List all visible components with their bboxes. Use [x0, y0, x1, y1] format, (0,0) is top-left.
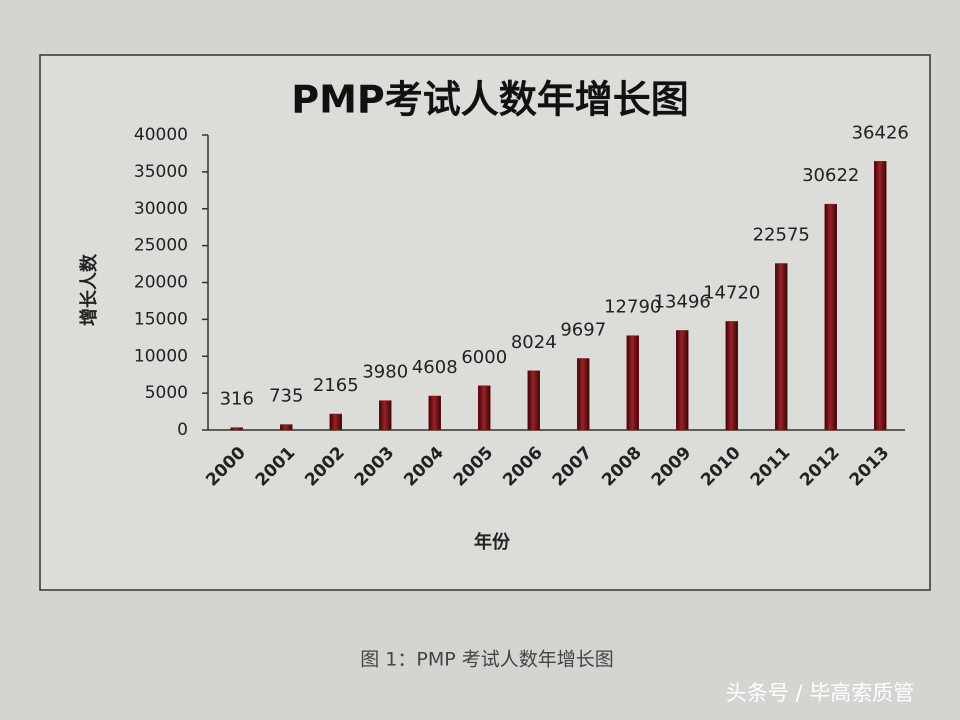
y-axis-label: 增长人数: [78, 253, 100, 326]
data-label: 12790: [604, 297, 661, 318]
data-label: 8024: [511, 332, 557, 353]
data-label: 14720: [703, 282, 760, 303]
bar: [725, 321, 738, 431]
bar: [280, 424, 293, 431]
data-label: 36426: [852, 122, 909, 143]
data-label: 6000: [461, 347, 507, 368]
bar: [824, 203, 837, 431]
chart-title: PMP考试人数年增长图: [291, 78, 689, 122]
data-label: 30622: [802, 165, 859, 186]
bar: [626, 335, 639, 431]
bar: [676, 330, 689, 431]
y-tick-label: 25000: [134, 236, 188, 256]
watermark: 头条号 / 毕高索质管: [726, 681, 914, 705]
y-tick-label: 15000: [134, 309, 188, 329]
caption: 图 1：PMP 考试人数年增长图: [360, 649, 613, 671]
data-label: 2165: [313, 375, 359, 396]
data-label: 22575: [753, 225, 810, 246]
data-label: 3980: [362, 362, 408, 383]
data-label: 735: [269, 386, 303, 407]
y-tick-label: 5000: [145, 383, 188, 403]
data-label: 4608: [412, 357, 458, 378]
bar: [428, 395, 441, 431]
bar: [230, 427, 243, 431]
bar: [527, 370, 540, 431]
data-label: 9697: [560, 319, 606, 340]
y-tick-label: 30000: [134, 199, 188, 219]
bar: [874, 161, 887, 431]
y-tick-label: 0: [177, 420, 188, 440]
bar: [329, 413, 342, 431]
bar: [379, 400, 392, 431]
y-tick-label: 20000: [134, 273, 188, 293]
bar: [478, 385, 491, 431]
y-tick-label: 40000: [134, 125, 188, 145]
data-label: 316: [220, 389, 254, 410]
x-axis-label: 年份: [474, 531, 511, 553]
y-tick-label: 35000: [134, 162, 188, 182]
bar: [577, 358, 590, 431]
bar: [775, 263, 788, 431]
y-tick-label: 10000: [134, 346, 188, 366]
data-label: 13496: [654, 291, 711, 312]
